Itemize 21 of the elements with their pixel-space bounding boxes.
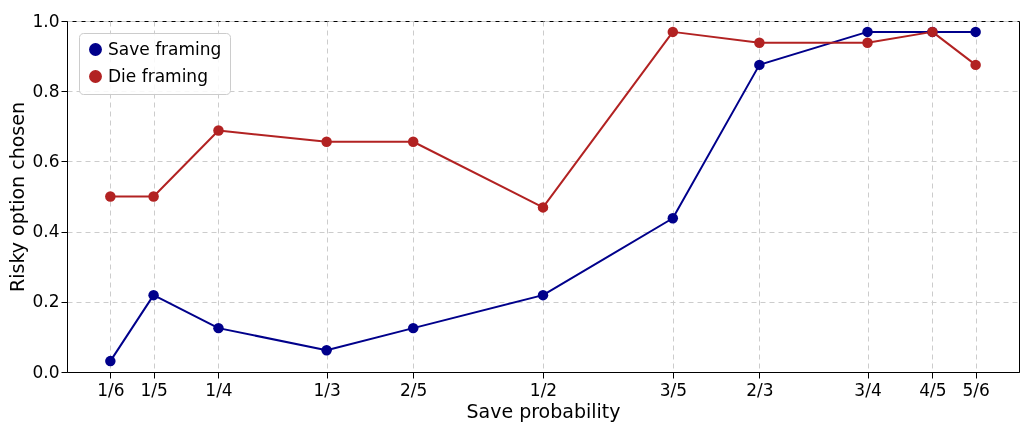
x-tick-label: 4/5: [919, 379, 947, 400]
x-tick-label: 1/6: [97, 379, 125, 400]
x-axis-title: Save probability: [466, 399, 621, 422]
y-axis-title: Risky option chosen: [6, 102, 29, 292]
y-tick-label: 0.2: [32, 291, 60, 312]
x-tick-label: 5/6: [962, 379, 990, 400]
x-tick-label: 1/3: [313, 379, 341, 400]
legend-label: Die framing: [108, 65, 208, 86]
y-tick-label: 1.0: [32, 10, 60, 31]
y-tick-label: 0.8: [32, 80, 60, 101]
x-tick-label: 2/5: [400, 379, 428, 400]
y-tick-label: 0.4: [32, 221, 60, 242]
x-tick-label: 1/2: [529, 379, 558, 400]
legend-label: Save framing: [108, 38, 222, 59]
x-tick-label: 1/4: [205, 379, 233, 400]
x-tick-label: 2/3: [746, 379, 774, 400]
x-tick-label: 3/5: [659, 379, 687, 400]
y-tick-label: 0.6: [32, 150, 60, 171]
y-tick-label: 0.0: [32, 361, 60, 382]
x-tick-label: 1/5: [140, 379, 168, 400]
x-tick-label: 3/4: [854, 379, 882, 400]
